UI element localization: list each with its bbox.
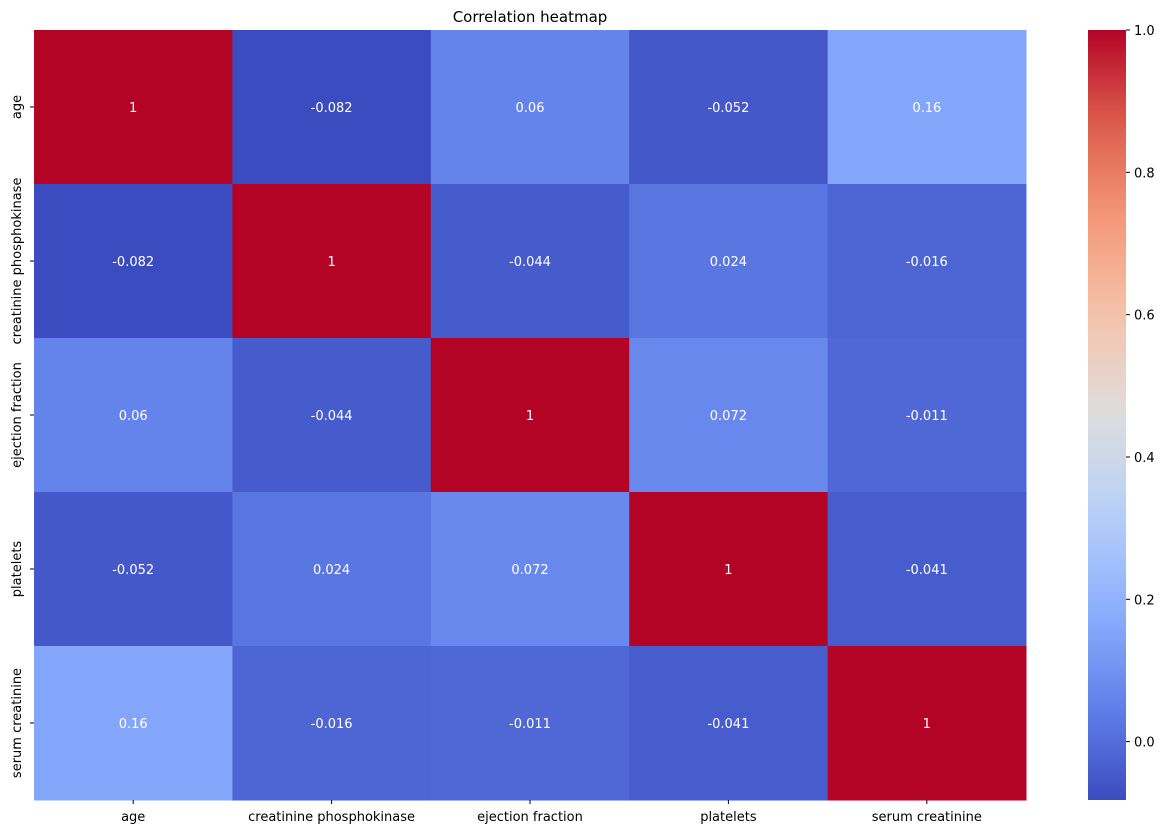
colorbar-tick-label: 0.2 — [1134, 593, 1155, 608]
x-tick-label: creatinine phosphokinase — [248, 810, 415, 825]
heatmap-cell — [629, 492, 829, 647]
heatmap-cell — [232, 30, 432, 185]
heatmap-cell — [34, 184, 233, 339]
heatmap-cell — [430, 30, 630, 185]
y-tick-label: ejection fraction — [10, 362, 25, 468]
x-tick-label: age — [121, 810, 145, 825]
heatmap-cell — [629, 646, 829, 801]
x-tick-label: platelets — [700, 810, 757, 825]
heatmap-cell — [34, 30, 233, 185]
y-tick-label: creatinine phosphokinase — [10, 178, 25, 345]
colorbar-tick-label: 0.6 — [1134, 309, 1155, 324]
x-tick-label: serum creatinine — [872, 810, 982, 825]
heatmap-cell — [827, 338, 1027, 493]
cell-annotation: 0.024 — [313, 563, 350, 578]
colorbar-tick-label: 0.8 — [1134, 166, 1155, 181]
cell-annotation: -0.044 — [509, 255, 551, 270]
cell-annotation: -0.041 — [906, 563, 948, 578]
cell-annotation: -0.082 — [112, 255, 154, 270]
heatmap-cell — [827, 30, 1027, 185]
colorbar — [1088, 30, 1126, 800]
heatmap-cell — [430, 492, 630, 647]
cell-annotation: 1 — [129, 101, 137, 116]
cell-annotation: 1 — [526, 409, 534, 424]
heatmap-cell — [629, 30, 829, 185]
colorbar-tick-label: 0.0 — [1134, 736, 1155, 751]
cell-annotation: -0.082 — [311, 101, 353, 116]
cell-annotation: -0.052 — [707, 101, 749, 116]
cell-annotation: -0.052 — [112, 563, 154, 578]
cell-annotation: 1 — [923, 717, 931, 732]
cell-annotation: 1 — [724, 563, 732, 578]
cell-annotation: -0.016 — [311, 717, 353, 732]
cell-annotation: 1 — [327, 255, 335, 270]
cell-annotation: -0.011 — [509, 717, 551, 732]
cell-annotation: -0.041 — [707, 717, 749, 732]
cell-annotation: 0.072 — [511, 563, 548, 578]
cell-annotation: 0.072 — [710, 409, 747, 424]
heatmap-cell — [34, 492, 233, 647]
heatmap-cell — [629, 338, 829, 493]
cell-annotation: 0.16 — [119, 717, 148, 732]
heatmap-cell — [827, 492, 1027, 647]
heatmap-cell — [34, 338, 233, 493]
chart-title: Correlation heatmap — [453, 8, 608, 26]
colorbar-tick-label: 0.4 — [1134, 451, 1155, 466]
cell-annotation: 0.06 — [516, 101, 545, 116]
cell-annotation: -0.044 — [311, 409, 353, 424]
heatmap-cell — [430, 184, 630, 339]
cell-annotation: -0.011 — [906, 409, 948, 424]
y-tick-label: platelets — [10, 541, 25, 598]
heatmap-cell — [827, 184, 1027, 339]
heatmap-cell — [232, 492, 432, 647]
heatmap-cell — [629, 184, 829, 339]
cell-annotation: 0.06 — [119, 409, 148, 424]
heatmap-cell — [430, 338, 630, 493]
heatmap-cell — [430, 646, 630, 801]
heatmap-cell — [232, 646, 432, 801]
x-tick-label: ejection fraction — [477, 810, 583, 825]
y-tick-label: serum creatinine — [10, 668, 25, 778]
heatmap-cell — [827, 646, 1027, 801]
heatmap-cell — [232, 184, 432, 339]
heatmap-cell — [34, 646, 233, 801]
colorbar-tick-label: 1.0 — [1134, 24, 1155, 39]
heatmap-cell — [232, 338, 432, 493]
cell-annotation: 0.024 — [710, 255, 747, 270]
y-tick-label: age — [10, 95, 25, 119]
cell-annotation: -0.016 — [906, 255, 948, 270]
cell-annotation: 0.16 — [912, 101, 941, 116]
